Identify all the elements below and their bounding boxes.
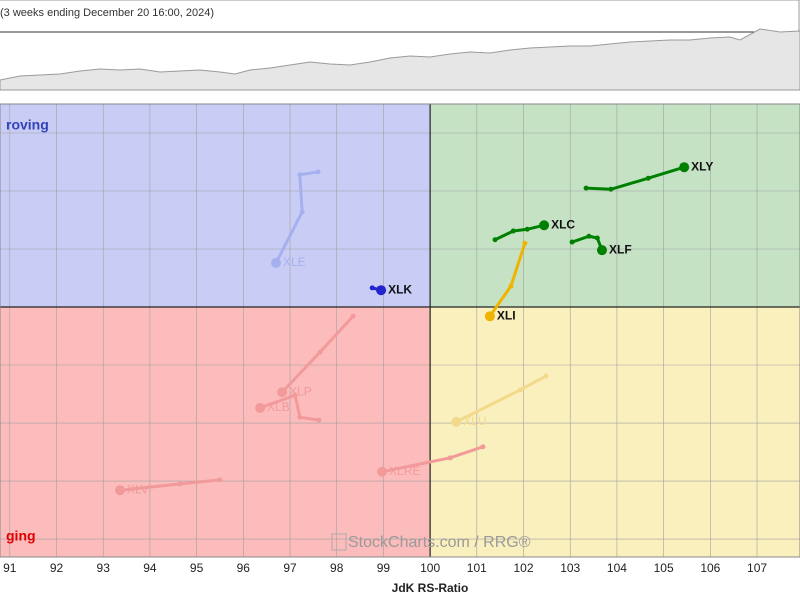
x-tick-label: 101	[467, 561, 487, 575]
tail-point	[543, 373, 549, 379]
x-tick-label: 105	[654, 561, 674, 575]
tail-point	[522, 240, 528, 246]
tail-line	[259, 393, 320, 422]
x-tick-label: 98	[330, 561, 344, 575]
x-tick-label: 93	[97, 561, 111, 575]
quadrant-weakening	[430, 307, 800, 557]
head-point	[679, 162, 690, 173]
chart-title: (3 weeks ending December 20 16:00, 2024)	[0, 7, 214, 19]
x-tick-label: 95	[190, 561, 204, 575]
x-tick-label: 97	[283, 561, 297, 575]
x-tick-label: 96	[237, 561, 251, 575]
x-tick-label: 104	[607, 561, 627, 575]
tail-point	[447, 455, 453, 461]
series-label: XLC	[551, 217, 575, 231]
head-point	[255, 402, 266, 413]
series-label: XLB	[267, 400, 290, 414]
tail-point	[317, 349, 323, 355]
tail-point	[508, 283, 514, 289]
quadrant-label: ging	[6, 528, 36, 544]
tail-point	[586, 233, 592, 239]
x-tick-label: 107	[747, 561, 767, 575]
quadrant-leading	[430, 104, 800, 308]
tail-line	[274, 170, 319, 264]
head-point	[484, 311, 495, 322]
x-tick-label: 103	[560, 561, 580, 575]
head-point	[277, 387, 288, 398]
tail-point	[369, 285, 375, 291]
quadrant-label: roving	[6, 117, 49, 133]
head-point	[271, 257, 282, 268]
x-tick-label: 106	[700, 561, 720, 575]
tail-point	[217, 477, 223, 483]
tail-point	[480, 444, 486, 450]
watermark: StockCharts.com / RRG®	[348, 534, 531, 551]
x-tick-label: 91	[3, 561, 17, 575]
tail-point	[297, 172, 303, 178]
quadrant-lagging	[0, 307, 431, 557]
x-tick-label: 99	[377, 561, 391, 575]
head-point	[596, 245, 607, 256]
quadrant-improving	[0, 104, 431, 308]
x-tick-label: 100	[420, 561, 440, 575]
tail-point	[645, 175, 651, 181]
tail-line	[571, 234, 604, 251]
x-axis-title: JdK RS-Ratio	[392, 581, 469, 595]
tail-point	[316, 417, 322, 423]
tail-point	[594, 235, 600, 241]
series-label: XLE	[283, 255, 306, 269]
series-label: XLK	[388, 282, 412, 296]
watermark-icon	[331, 533, 347, 551]
tail-point	[292, 392, 298, 398]
tail-point	[177, 481, 183, 487]
tail-point	[517, 387, 523, 393]
head-point	[539, 220, 550, 231]
tail-line	[586, 165, 685, 191]
tail-line	[494, 223, 545, 242]
tail-point	[583, 185, 589, 191]
tail-point	[524, 226, 530, 232]
head-point	[377, 466, 388, 477]
tail-point	[608, 186, 614, 192]
head-point	[115, 485, 126, 496]
series-label: XLY	[691, 159, 713, 173]
benchmark-line	[0, 28, 800, 91]
tail-point	[510, 228, 516, 234]
tail-point	[350, 313, 356, 319]
series-label: XLI	[497, 308, 516, 322]
series-label: XLU	[463, 414, 486, 428]
head-point	[376, 285, 387, 296]
x-tick-label: 92	[50, 561, 64, 575]
tail-point	[569, 239, 575, 245]
tail-point	[297, 414, 303, 420]
series-label: XLF	[609, 242, 632, 256]
tail-point	[492, 237, 498, 243]
series-label: XLRE	[389, 464, 420, 478]
tail-point	[299, 209, 305, 215]
x-tick-label: 102	[514, 561, 534, 575]
head-point	[451, 416, 462, 427]
plot-border	[0, 103, 800, 558]
series-label: XLV	[127, 482, 149, 496]
x-tick-label: 94	[143, 561, 157, 575]
tail-point	[315, 169, 321, 175]
